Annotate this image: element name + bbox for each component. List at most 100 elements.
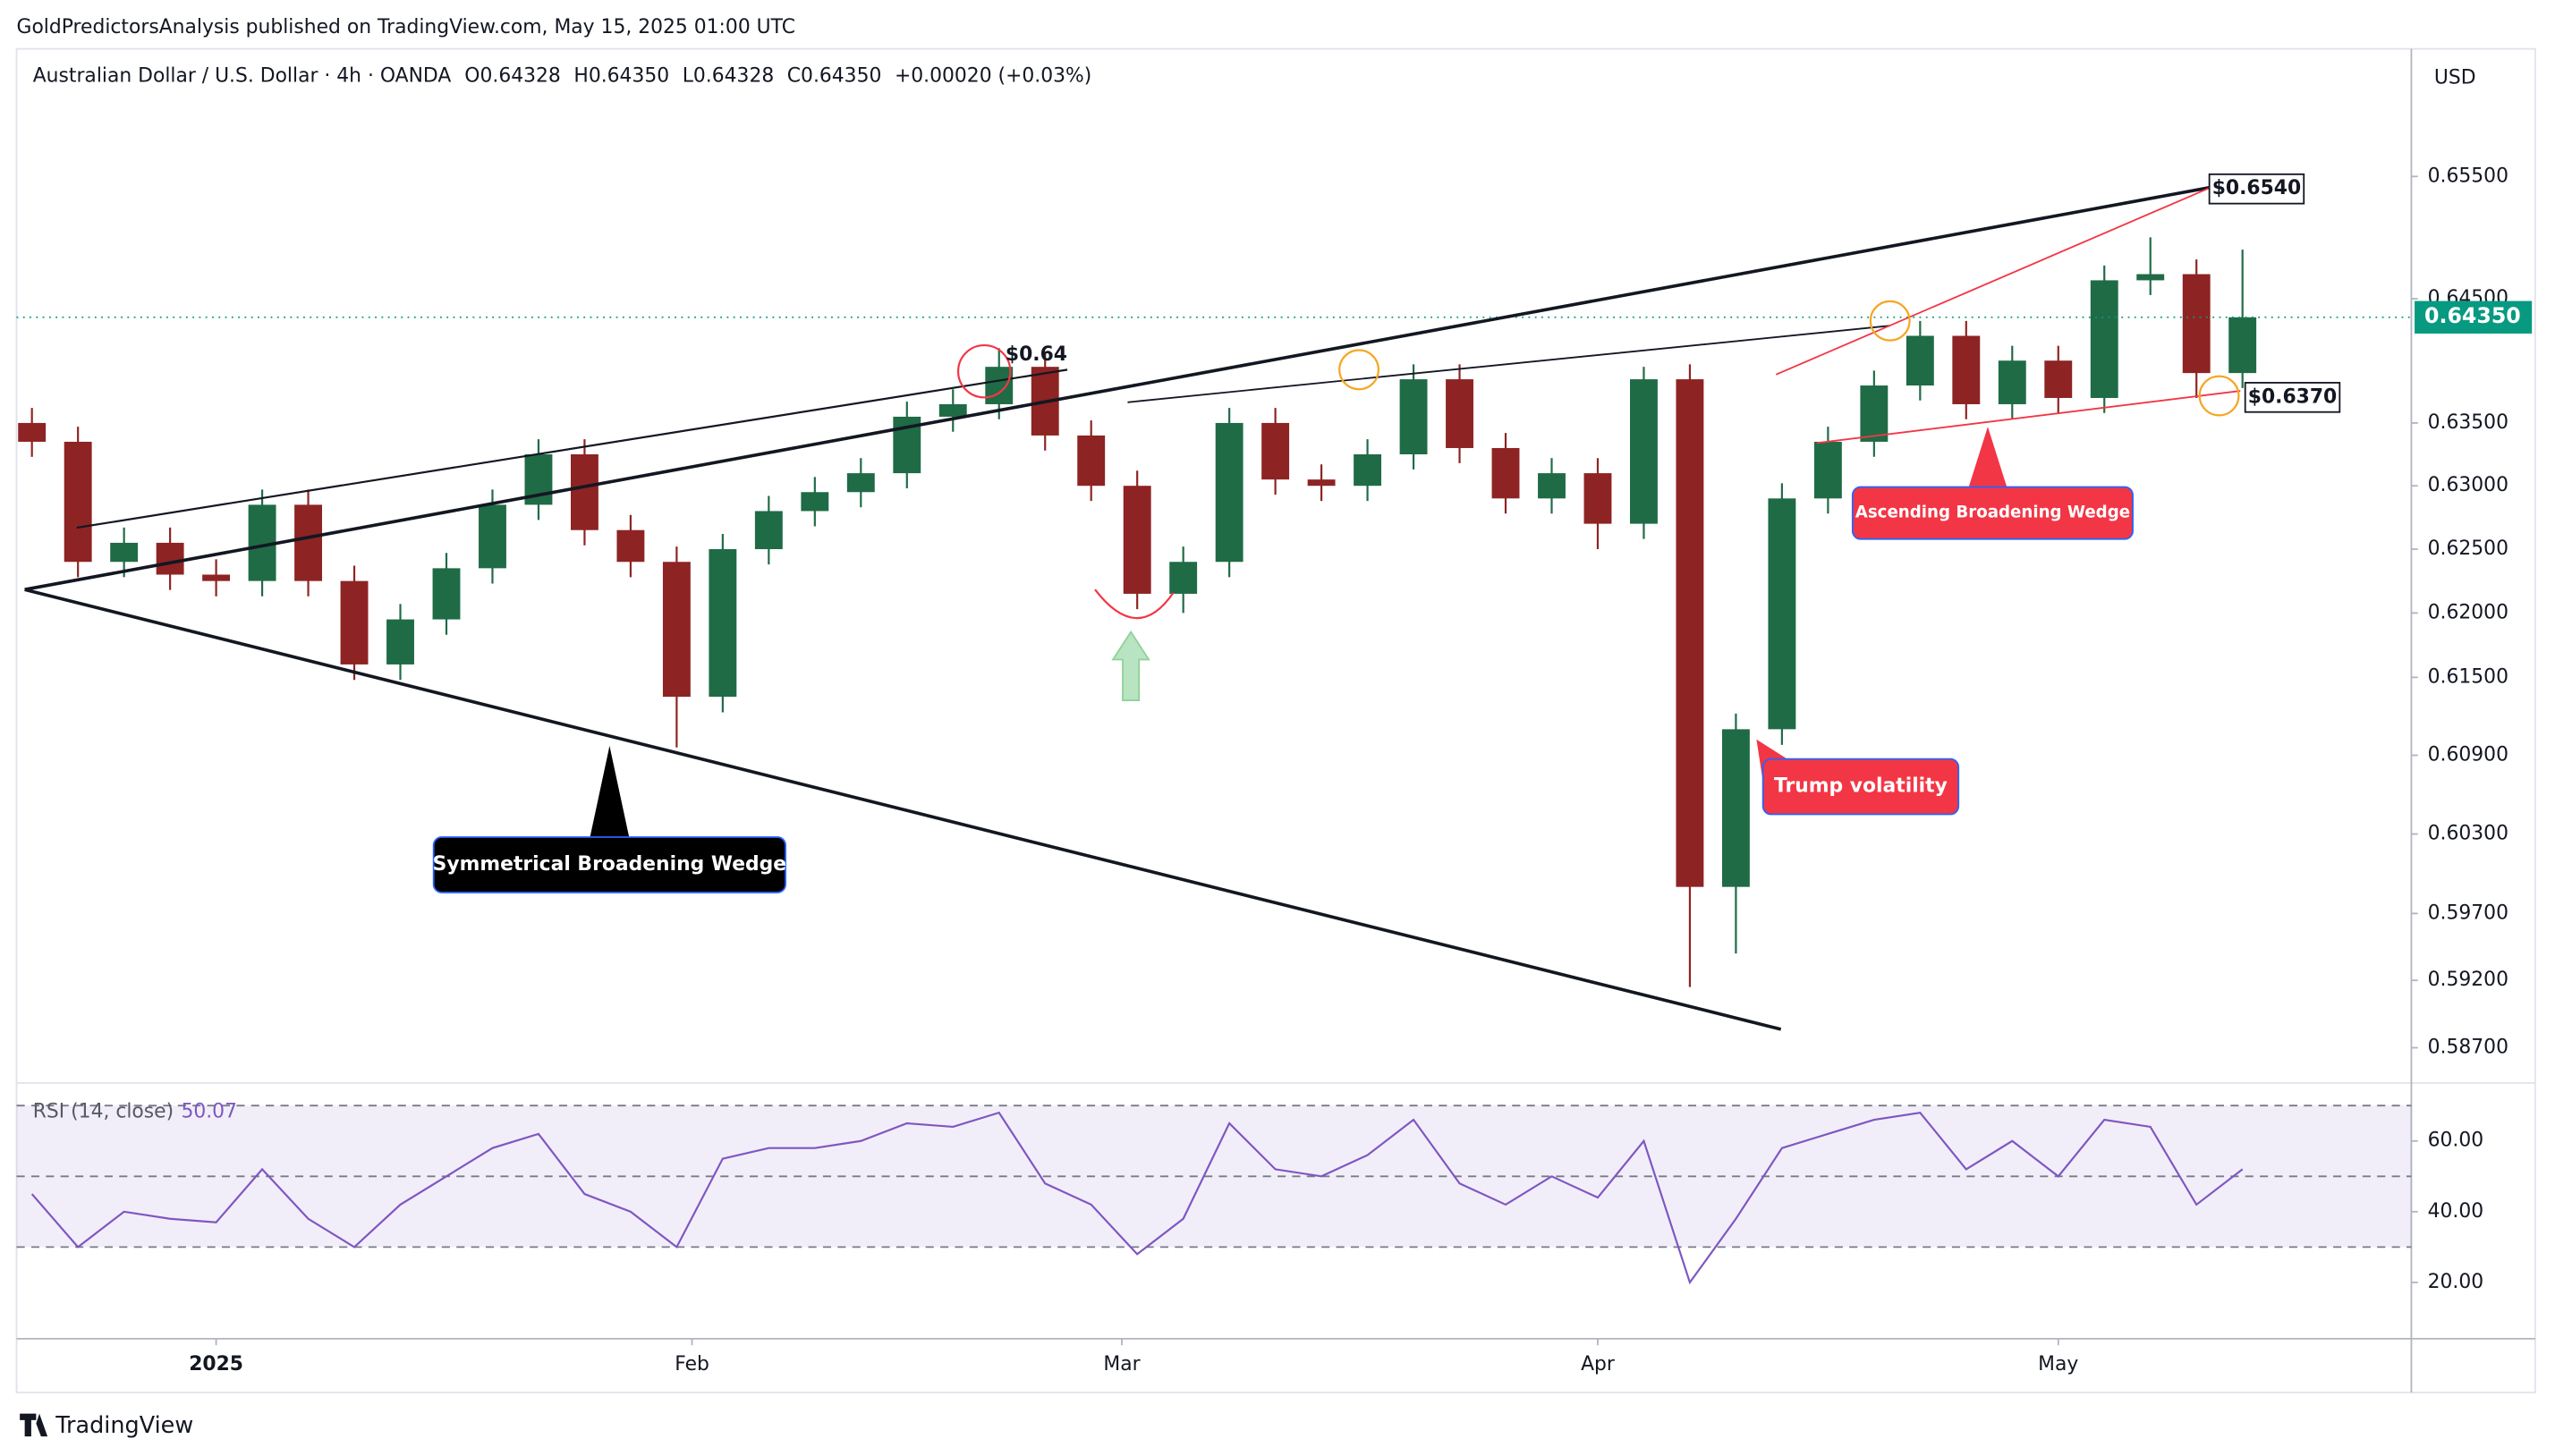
callout-text: Trump volatility	[1774, 775, 1948, 798]
candle-body	[1721, 729, 1750, 887]
candle-body	[1676, 379, 1704, 887]
rsi-value: 50.07	[181, 1101, 237, 1123]
price-note-box	[2244, 382, 2341, 413]
candle-body	[1813, 441, 1842, 499]
candle-body	[662, 562, 691, 698]
x-tick-label: Mar	[1103, 1353, 1140, 1376]
callout-pointer	[1968, 427, 2008, 489]
drawings	[24, 185, 2241, 1031]
y-tick-label: 40.00	[2428, 1200, 2484, 1223]
candle-body	[340, 580, 369, 665]
y-tick-label: 0.61500	[2428, 665, 2508, 688]
symbol-title: Australian Dollar / U.S. Dollar · 4h · O…	[33, 65, 452, 88]
candle-body	[1215, 422, 1244, 563]
price-note: $0.6370	[2248, 385, 2337, 408]
candle-body	[1399, 379, 1428, 454]
x-tick-label: May	[2038, 1353, 2078, 1376]
candle-body	[1952, 335, 1981, 404]
candle-body	[1906, 335, 1934, 386]
price-note: $0.64	[1006, 343, 1067, 366]
brand: TradingView	[20, 1412, 193, 1439]
y-tick-label: 0.62500	[2428, 538, 2508, 560]
candle-body	[1261, 422, 1290, 480]
touch-circle	[1869, 300, 1911, 342]
callout-text: Ascending Broadening Wedge	[1855, 504, 2130, 522]
lower-wedge-line	[24, 588, 1782, 1031]
candle-body	[432, 568, 461, 620]
candle-body	[156, 542, 184, 575]
frame-box	[15, 47, 2536, 1393]
candle-body	[754, 511, 783, 550]
candle-body	[2228, 317, 2257, 374]
top-circle	[956, 343, 1012, 399]
ohlc-value: O0.64328	[464, 65, 561, 88]
candle-body	[202, 574, 231, 581]
candle-body	[616, 529, 645, 563]
callout-text: Symmetrical Broadening Wedge	[433, 853, 786, 876]
touch-circle	[1338, 349, 1379, 391]
candles	[16, 237, 2412, 987]
candle-body	[2090, 280, 2118, 398]
candle-body	[985, 367, 1014, 404]
last-price-label: 0.64350	[2424, 303, 2521, 328]
ohlc-legend: O0.64328 H0.64350 L0.64328 C0.64350 +0.00020…	[464, 65, 1091, 88]
candle-body	[709, 549, 737, 698]
ohlc-value: H0.64350	[573, 65, 669, 88]
price-note-box	[2208, 173, 2305, 205]
candle-body	[2182, 274, 2211, 374]
last-price-badge	[2415, 301, 2533, 334]
callout-pointer	[590, 746, 630, 838]
y-tick-label: 0.59200	[2428, 969, 2508, 991]
candle-body	[386, 619, 414, 665]
ohlc-value: C0.64350	[787, 65, 882, 88]
ascending-wedge-bottom	[1816, 390, 2241, 444]
y-tick-label: 0.59700	[2428, 902, 2508, 924]
candle-body	[1077, 435, 1106, 487]
candle-body	[1123, 486, 1151, 594]
candle-body	[1860, 385, 1889, 442]
candle-body	[1491, 447, 1520, 499]
rsi-line	[30, 1111, 2244, 1285]
currency-label: USD	[2434, 66, 2476, 89]
y-tick-label: 0.63000	[2428, 474, 2508, 496]
y-tick-label: 0.58700	[2428, 1037, 2508, 1059]
y-tick-label: 0.60900	[2428, 744, 2508, 766]
ohlc-value: L0.64328	[683, 65, 775, 88]
axes: 0.655000.645000.635000.630000.625000.620…	[189, 165, 2533, 1376]
bottom-arc	[1094, 588, 1175, 620]
candle-body	[1583, 473, 1612, 524]
callout-box	[432, 836, 786, 893]
up-arrow	[1111, 630, 1150, 701]
callout-box	[1761, 758, 1960, 816]
candle-body	[1630, 379, 1658, 524]
brand-name: TradingView	[55, 1412, 193, 1439]
candle-body	[110, 542, 139, 563]
candle-body	[2136, 274, 2165, 281]
touch-circle	[2198, 375, 2240, 417]
candle-body	[1768, 498, 1796, 730]
candle-body	[570, 453, 598, 530]
frame	[15, 47, 2536, 1393]
candle-body	[938, 403, 967, 417]
ohlc-value: +0.00020 (+0.03%)	[895, 65, 1091, 88]
x-tick-label: Apr	[1581, 1353, 1615, 1376]
brand-logo	[20, 1413, 48, 1437]
x-tick-label: 2025	[189, 1353, 243, 1376]
y-tick-label: 0.60300	[2428, 823, 2508, 845]
candle-body	[1998, 360, 2026, 404]
candle-body	[1354, 453, 1382, 487]
rsi-pane	[16, 1105, 2412, 1285]
candle-body	[801, 492, 829, 512]
candle-body	[479, 504, 506, 569]
callout-box	[1851, 486, 2134, 540]
candle-body	[64, 441, 92, 563]
candle-body	[846, 473, 875, 493]
price-note: $0.6540	[2212, 177, 2302, 199]
candle-body	[294, 504, 323, 581]
candle-body	[2044, 360, 2073, 398]
y-tick-label: 60.00	[2428, 1130, 2484, 1152]
resistance-line	[1127, 325, 1890, 403]
x-tick-label: Feb	[675, 1353, 709, 1376]
